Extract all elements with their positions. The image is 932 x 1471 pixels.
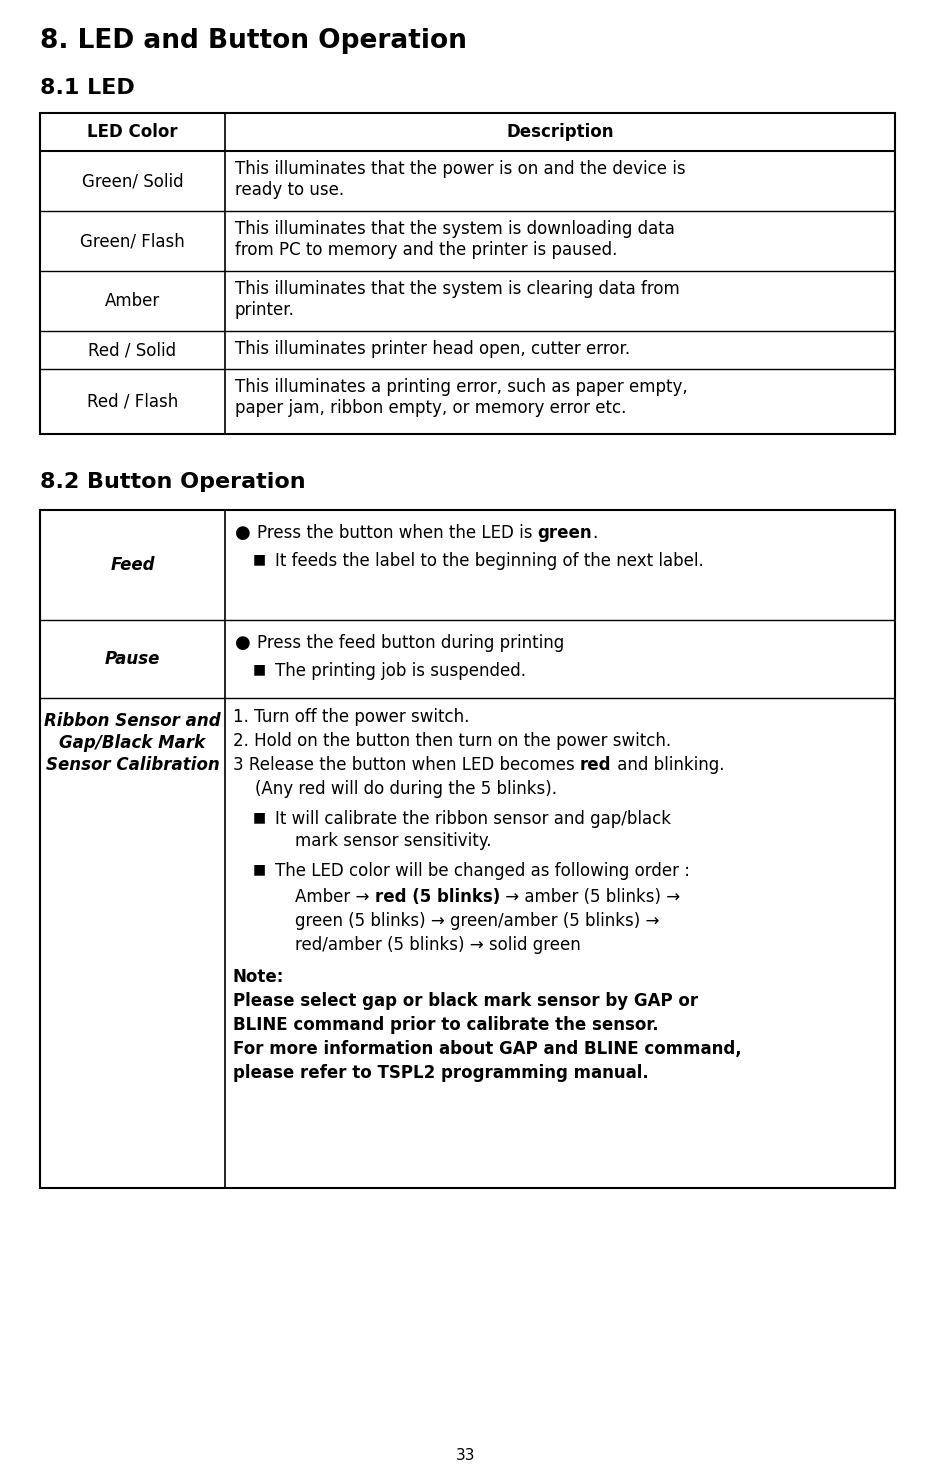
Text: → amber (5 blinks) →: → amber (5 blinks) → <box>500 888 680 906</box>
Text: 2. Hold on the button then turn on the power switch.: 2. Hold on the button then turn on the p… <box>233 733 671 750</box>
Text: Amber: Amber <box>105 293 160 310</box>
Text: green (5 blinks) → green/amber (5 blinks) →: green (5 blinks) → green/amber (5 blinks… <box>295 912 659 930</box>
Text: 8. LED and Button Operation: 8. LED and Button Operation <box>40 28 467 54</box>
Text: 3 Release the button when LED becomes: 3 Release the button when LED becomes <box>233 756 580 774</box>
Text: ■: ■ <box>253 862 267 877</box>
Text: ■: ■ <box>253 552 267 566</box>
Text: For more information about GAP and BLINE command,: For more information about GAP and BLINE… <box>233 1040 742 1058</box>
Bar <box>40 113 895 434</box>
Text: red (5 blinks): red (5 blinks) <box>375 888 500 906</box>
Text: ●: ● <box>235 524 251 541</box>
Text: Note:: Note: <box>233 968 284 986</box>
Bar <box>40 510 895 1189</box>
Text: Green/ Flash: Green/ Flash <box>80 232 185 250</box>
Text: 8.1 LED: 8.1 LED <box>40 78 135 99</box>
Text: ●: ● <box>235 634 251 652</box>
Text: Description: Description <box>506 124 614 141</box>
Text: (Any red will do during the 5 blinks).: (Any red will do during the 5 blinks). <box>255 780 557 797</box>
Text: This illuminates that the system is clearing data from
printer.: This illuminates that the system is clea… <box>235 279 679 319</box>
Text: Please select gap or black mark sensor by GAP or: Please select gap or black mark sensor b… <box>233 991 698 1011</box>
Text: red: red <box>580 756 611 774</box>
Text: ■: ■ <box>253 662 267 677</box>
Text: This illuminates a printing error, such as paper empty,
paper jam, ribbon empty,: This illuminates a printing error, such … <box>235 378 688 416</box>
Text: BLINE command prior to calibrate the sensor.: BLINE command prior to calibrate the sen… <box>233 1016 659 1034</box>
Text: and blinking.: and blinking. <box>611 756 724 774</box>
Text: Red / Flash: Red / Flash <box>87 393 178 410</box>
Text: 8.2 Button Operation: 8.2 Button Operation <box>40 472 306 491</box>
Text: The printing job is suspended.: The printing job is suspended. <box>275 662 526 680</box>
Text: The LED color will be changed as following order :: The LED color will be changed as followi… <box>275 862 690 880</box>
Text: Press the button when the LED is: Press the button when the LED is <box>257 524 538 541</box>
Text: This illuminates that the power is on and the device is
ready to use.: This illuminates that the power is on an… <box>235 160 686 199</box>
Text: Ribbon Sensor and: Ribbon Sensor and <box>44 712 221 730</box>
Text: Amber →: Amber → <box>295 888 375 906</box>
Text: ■: ■ <box>253 811 267 824</box>
Text: Gap/Black Mark: Gap/Black Mark <box>60 734 206 752</box>
Text: mark sensor sensitivity.: mark sensor sensitivity. <box>295 833 491 850</box>
Text: Pause: Pause <box>104 650 160 668</box>
Text: Sensor Calibration: Sensor Calibration <box>46 756 219 774</box>
Text: 33: 33 <box>457 1447 475 1464</box>
Text: Red / Solid: Red / Solid <box>89 341 176 359</box>
Text: please refer to TSPL2 programming manual.: please refer to TSPL2 programming manual… <box>233 1064 649 1083</box>
Text: This illuminates that the system is downloading data
from PC to memory and the p: This illuminates that the system is down… <box>235 221 675 259</box>
Text: Feed: Feed <box>110 556 155 574</box>
Text: This illuminates printer head open, cutter error.: This illuminates printer head open, cutt… <box>235 340 630 357</box>
Text: It will calibrate the ribbon sensor and gap/black: It will calibrate the ribbon sensor and … <box>275 811 671 828</box>
Text: green: green <box>538 524 593 541</box>
Text: red/amber (5 blinks) → solid green: red/amber (5 blinks) → solid green <box>295 936 581 955</box>
Text: Press the feed button during printing: Press the feed button during printing <box>257 634 564 652</box>
Text: LED Color: LED Color <box>88 124 178 141</box>
Text: It feeds the label to the beginning of the next label.: It feeds the label to the beginning of t… <box>275 552 704 569</box>
Text: .: . <box>593 524 597 541</box>
Text: 1. Turn off the power switch.: 1. Turn off the power switch. <box>233 708 470 727</box>
Text: Green/ Solid: Green/ Solid <box>82 172 184 190</box>
